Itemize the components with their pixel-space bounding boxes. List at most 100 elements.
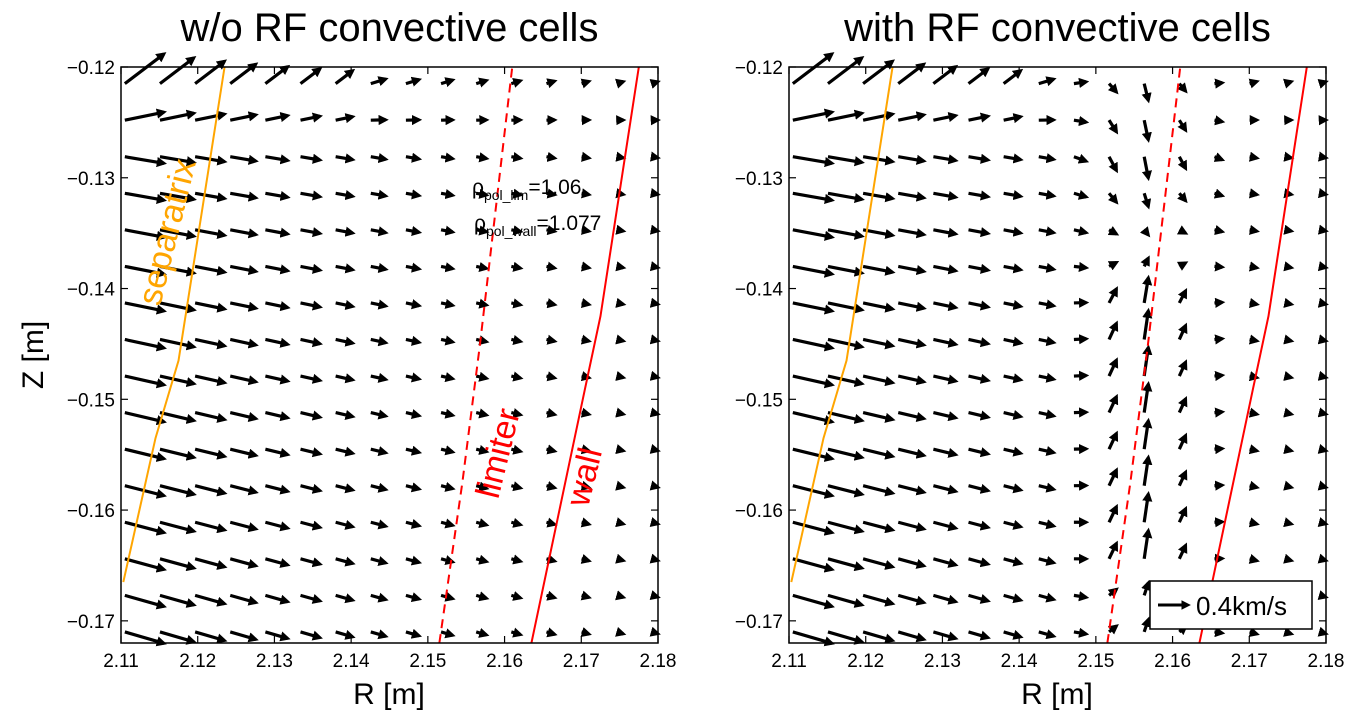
- rho-lim-subscript: pol_lim: [484, 187, 528, 203]
- quiver-arrow: [510, 591, 524, 601]
- quiver-arrow: [615, 626, 627, 637]
- quiver-arrow: [968, 593, 991, 604]
- quiver-arrow: [124, 557, 167, 573]
- quiver-arrow: [1177, 119, 1188, 133]
- quiver-arrow: [300, 263, 323, 274]
- quiver-arrow: [405, 445, 423, 456]
- x-tick-label: 2.15: [1077, 651, 1114, 672]
- quiver-arrow: [933, 264, 959, 275]
- quiver-arrow: [1176, 261, 1189, 271]
- quiver-arrow: [370, 262, 389, 273]
- quiver-arrow: [265, 190, 291, 202]
- quiver-arrow: [933, 374, 959, 385]
- quiver-arrow: [1248, 627, 1260, 637]
- quiver-arrow: [265, 411, 291, 422]
- quiver-arrow: [1214, 444, 1226, 455]
- quiver-arrow: [1317, 626, 1329, 637]
- quiver-arrow: [1139, 226, 1151, 238]
- quiver-arrow: [159, 155, 197, 167]
- quiver-arrow: [1142, 274, 1153, 304]
- quiver-arrow: [897, 447, 927, 459]
- quiver-arrow: [405, 262, 423, 273]
- quiver-arrow: [1214, 370, 1226, 382]
- quiver-arrow: [1317, 407, 1329, 418]
- quiver-arrow: [194, 411, 228, 423]
- quiver-arrow: [335, 113, 356, 124]
- quiver-arrow: [1213, 152, 1226, 162]
- quiver-arrow: [1038, 76, 1057, 87]
- quiver-arrow: [1038, 445, 1057, 456]
- quiver-arrow: [1038, 189, 1057, 200]
- quiver-arrow: [1141, 156, 1152, 182]
- quiver-arrow: [1141, 83, 1152, 104]
- quiver-arrow: [1073, 370, 1090, 381]
- quiver-arrow: [1003, 336, 1024, 347]
- quiver-arrow: [370, 152, 389, 164]
- quiver-arrow: [580, 261, 592, 272]
- quiver-arrow: [968, 630, 991, 641]
- quiver-arrow: [649, 297, 661, 308]
- quiver-arrow: [300, 190, 324, 201]
- quiver-arrow: [335, 299, 356, 311]
- quiver-arrow: [1003, 556, 1024, 567]
- quiver-arrow: [615, 480, 627, 491]
- quiver-arrow: [159, 191, 197, 204]
- quiver-arrow: [792, 301, 835, 315]
- quiver-arrow: [1283, 444, 1295, 455]
- x-axis-label-right: R [m]: [1021, 678, 1093, 711]
- quiver-arrow: [370, 592, 389, 603]
- quiver-arrow: [1317, 443, 1329, 454]
- quiver-arrow: [1177, 469, 1188, 487]
- quiver-arrow: [897, 111, 927, 122]
- quiver-arrow: [475, 262, 490, 273]
- quiver-arrow: [1107, 155, 1118, 174]
- quiver-arrow: [580, 407, 592, 418]
- quiver-arrow: [475, 225, 490, 236]
- plot-frame: [788, 66, 1327, 644]
- quiver-arrow: [580, 334, 592, 345]
- quiver-arrow: [300, 520, 323, 531]
- quiver-arrow: [405, 409, 423, 420]
- quiver-arrow: [1003, 409, 1024, 420]
- quiver-arrow: [862, 520, 896, 534]
- quiver-arrow: [649, 407, 661, 418]
- quiver-arrow: [546, 444, 558, 455]
- quiver-arrow: [370, 629, 389, 640]
- quiver-arrow: [440, 189, 456, 200]
- quiver-arrow: [229, 630, 259, 643]
- quiver-arrow: [510, 554, 524, 565]
- y-tick-label: −0.14: [67, 280, 116, 301]
- quiver-arrow: [1283, 553, 1295, 564]
- quiver-arrow: [1283, 626, 1295, 637]
- quiver-arrow: [1038, 262, 1057, 273]
- quiver-arrow: [1142, 454, 1153, 486]
- quiver-arrow: [827, 155, 865, 167]
- quiver-arrow: [1142, 307, 1153, 340]
- quiver-arrow: [1283, 78, 1295, 89]
- quiver-arrow: [1003, 113, 1024, 124]
- quiver-arrow: [580, 224, 592, 235]
- quiver-arrow: [546, 371, 558, 382]
- separatrix-line: [790, 66, 894, 583]
- quiver-arrow: [1140, 255, 1150, 268]
- quiver-arrow: [649, 151, 661, 162]
- quiver-arrow: [124, 374, 167, 389]
- quiver-arrow: [932, 447, 959, 458]
- quiver-arrow: [546, 261, 558, 272]
- limiter-line: [438, 66, 514, 644]
- plot-frame: [120, 66, 659, 644]
- x-tick-label: 2.13: [256, 651, 293, 672]
- quiver-arrow: [1003, 153, 1024, 164]
- quiver-arrow: [1283, 224, 1295, 235]
- quiver-arrow: [229, 337, 259, 349]
- quiver-arrow: [1214, 334, 1226, 345]
- x-tick-label: 2.16: [486, 651, 523, 672]
- quiver-arrow: [1283, 370, 1295, 381]
- quiver-arrow: [1002, 68, 1024, 85]
- quiver-arrow: [546, 481, 558, 491]
- quiver-arrow: [194, 301, 228, 313]
- quiver-arrow: [265, 374, 291, 385]
- rho-lim-annotation: ρpol_lim=1.06: [472, 176, 581, 203]
- quiver-arrow: [968, 227, 991, 238]
